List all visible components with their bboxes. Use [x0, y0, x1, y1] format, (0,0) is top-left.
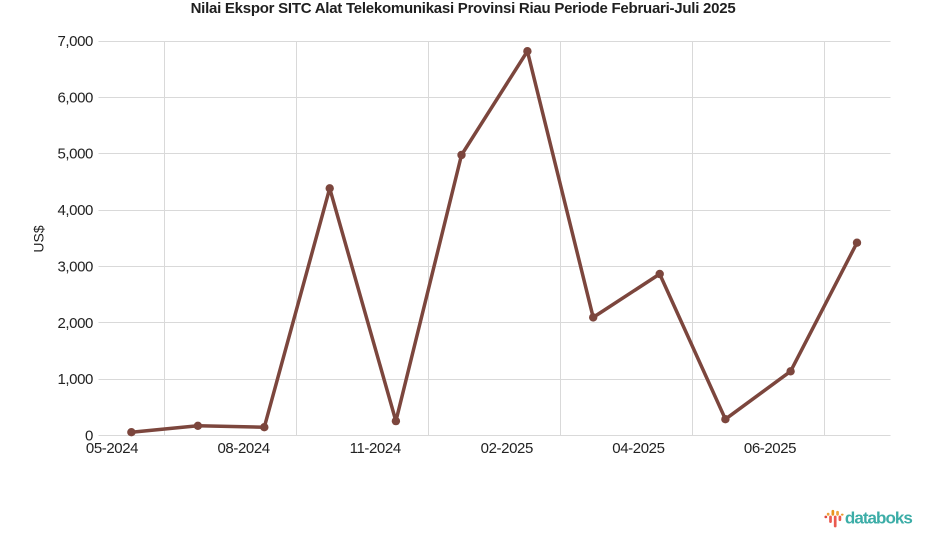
- svg-text:0: 0: [85, 428, 93, 445]
- svg-text:11-2024: 11-2024: [350, 440, 401, 457]
- svg-text:3,000: 3,000: [57, 258, 93, 275]
- svg-text:databoks: databoks: [845, 509, 913, 528]
- svg-text:US$: US$: [31, 225, 47, 252]
- svg-text:05-2024: 05-2024: [86, 440, 138, 457]
- svg-text:06-2025: 06-2025: [744, 440, 796, 457]
- svg-text:7,000: 7,000: [57, 33, 93, 50]
- svg-text:02-2025: 02-2025: [481, 440, 533, 457]
- svg-text:Nilai Ekspor SITC Alat Telekom: Nilai Ekspor SITC Alat Telekomunikasi Pr…: [191, 0, 736, 17]
- svg-text:4,000: 4,000: [57, 202, 93, 219]
- svg-text:04-2025: 04-2025: [612, 440, 664, 457]
- svg-text:5,000: 5,000: [57, 146, 93, 163]
- svg-text:2,000: 2,000: [57, 315, 93, 332]
- svg-text:1,000: 1,000: [57, 371, 93, 388]
- svg-text:6,000: 6,000: [57, 89, 93, 106]
- svg-text:08-2024: 08-2024: [217, 440, 269, 457]
